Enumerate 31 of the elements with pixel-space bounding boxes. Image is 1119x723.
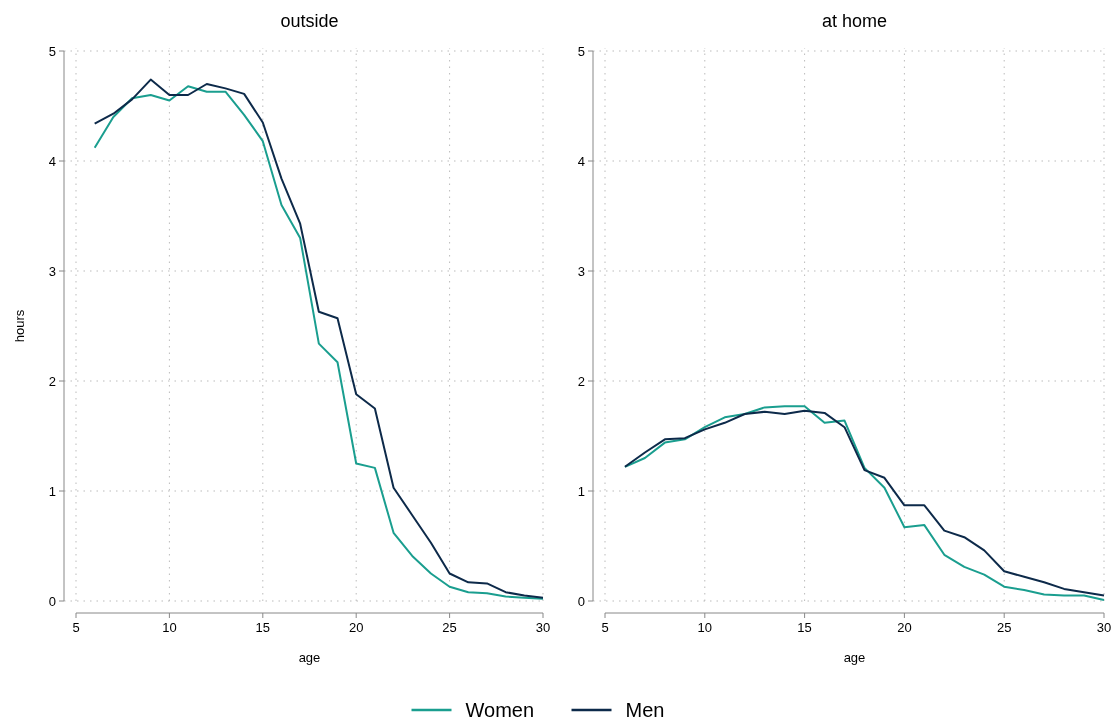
x-tick-label: 5 [601,620,609,635]
y-tick-label: 2 [48,373,56,389]
legend-label: Women [465,699,535,721]
x-axis-title: age [298,650,321,665]
y-tick-label: 2 [577,373,585,389]
y-tick-label: 5 [48,43,56,59]
y-axis-title: hours [12,309,27,343]
x-axis-title: age [843,650,866,665]
x-tick-label: 20 [897,620,912,635]
y-tick-label: 0 [48,593,56,609]
chart-title: outside [280,11,339,31]
y-tick-label: 0 [577,593,585,609]
x-tick-label: 15 [797,620,812,635]
y-tick-label: 3 [48,263,56,279]
y-tick-label: 3 [577,263,585,279]
y-tick-label: 4 [48,153,56,169]
x-tick-label: 30 [535,620,551,635]
y-tick-label: 1 [48,483,56,499]
y-tick-label: 1 [577,483,585,499]
x-tick-label: 30 [1096,620,1112,635]
y-tick-label: 4 [577,153,585,169]
x-tick-label: 5 [72,620,80,635]
x-tick-label: 25 [996,620,1012,635]
y-tick-label: 5 [577,43,585,59]
legend-label: Men [625,699,665,721]
chart-title: at home [821,11,888,31]
x-tick-label: 10 [697,620,713,635]
x-tick-label: 20 [348,620,364,635]
x-tick-label: 15 [255,620,271,635]
x-tick-label: 10 [162,620,177,635]
x-tick-label: 25 [442,620,457,635]
